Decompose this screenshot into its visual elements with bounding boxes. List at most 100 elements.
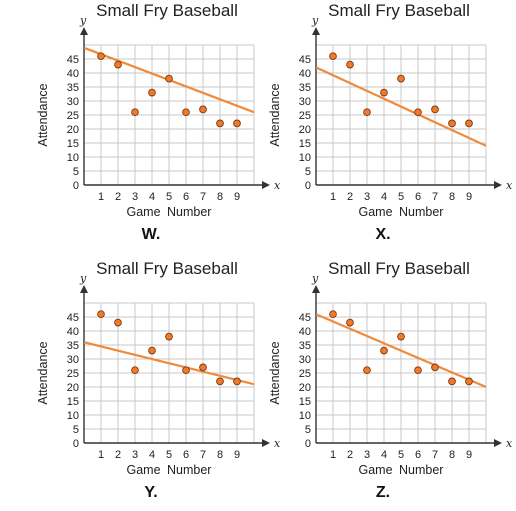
gridlines bbox=[84, 302, 255, 443]
option-label: Z. bbox=[376, 484, 390, 501]
x-axis-label: Game Number bbox=[127, 205, 212, 219]
data-point bbox=[216, 377, 224, 386]
y-axis-arrow-icon bbox=[312, 285, 320, 293]
x-tick-label: 4 bbox=[149, 191, 155, 203]
y-tick-label: 20 bbox=[299, 382, 311, 394]
data-point bbox=[448, 377, 456, 386]
data-point bbox=[216, 119, 224, 128]
data-point bbox=[97, 310, 105, 319]
data-point bbox=[380, 346, 388, 355]
y-tick-label: 10 bbox=[299, 152, 311, 164]
x-tick-label: 1 bbox=[330, 449, 336, 461]
data-point bbox=[182, 366, 190, 375]
gridlines bbox=[84, 44, 255, 185]
x-tick-label: 1 bbox=[330, 191, 336, 203]
fit-line bbox=[316, 313, 486, 389]
x-tick-label: 2 bbox=[347, 191, 353, 203]
data-point bbox=[431, 105, 439, 114]
y-tick-label: 10 bbox=[67, 152, 79, 164]
y-tick-label: 5 bbox=[73, 166, 79, 178]
x-tick-label: 9 bbox=[234, 449, 240, 461]
data-point bbox=[363, 108, 371, 117]
y-tick-label: 35 bbox=[299, 82, 311, 94]
x-tick-label: 5 bbox=[398, 449, 404, 461]
data-point bbox=[329, 52, 337, 61]
chart-title: Small Fry Baseball bbox=[328, 1, 470, 20]
y-tick-label: 35 bbox=[67, 340, 79, 352]
y-tick-label: 30 bbox=[299, 96, 311, 108]
gridlines bbox=[316, 302, 487, 443]
data-point bbox=[346, 60, 354, 69]
x-tick-label: 4 bbox=[149, 449, 155, 461]
y-tick-label: 40 bbox=[299, 68, 311, 80]
data-point bbox=[346, 318, 354, 327]
x-tick-label: 6 bbox=[415, 449, 421, 461]
y-variable-label: y bbox=[311, 14, 319, 27]
y-tick-label: 20 bbox=[67, 382, 79, 394]
y-variable-label: y bbox=[79, 14, 87, 27]
x-tick-label: 9 bbox=[466, 449, 472, 461]
fit-line bbox=[84, 341, 254, 386]
y-tick-label: 5 bbox=[305, 424, 311, 436]
data-point bbox=[97, 52, 105, 61]
data-point bbox=[165, 74, 173, 83]
x-tick-label: 3 bbox=[132, 449, 138, 461]
data-point bbox=[414, 108, 422, 117]
x-tick-label: 6 bbox=[183, 449, 189, 461]
y-tick-label: 40 bbox=[67, 68, 79, 80]
option-label: W. bbox=[142, 226, 161, 243]
data-point bbox=[397, 74, 405, 83]
y-tick-label: 45 bbox=[67, 54, 79, 66]
x-axis-arrow-icon bbox=[262, 181, 270, 189]
y-tick-label: 35 bbox=[67, 82, 79, 94]
x-tick-label: 8 bbox=[449, 191, 455, 203]
chart-panel-y: x y 0 5 10 15 20 25 30 35 40 45 1 2 3 4 5 6 7 8 9 Small Fry B… bbox=[0, 258, 281, 511]
x-tick-label: 4 bbox=[381, 191, 387, 203]
data-point bbox=[233, 377, 241, 386]
x-tick-label: 9 bbox=[234, 191, 240, 203]
data-point bbox=[380, 88, 388, 97]
y-tick-label: 0 bbox=[305, 180, 311, 192]
x-axis-arrow-icon bbox=[494, 439, 502, 447]
data-point bbox=[199, 105, 207, 114]
gridlines bbox=[316, 44, 487, 185]
y-axis-arrow-icon bbox=[312, 27, 320, 35]
x-tick-label: 3 bbox=[364, 191, 370, 203]
y-tick-label: 0 bbox=[73, 438, 79, 450]
y-tick-label: 5 bbox=[73, 424, 79, 436]
data-point bbox=[165, 332, 173, 341]
y-tick-label: 10 bbox=[299, 410, 311, 422]
y-tick-label: 15 bbox=[67, 396, 79, 408]
data-point bbox=[431, 363, 439, 372]
data-point bbox=[114, 318, 122, 327]
y-tick-label: 15 bbox=[299, 138, 311, 150]
data-point bbox=[363, 366, 371, 375]
data-point bbox=[199, 363, 207, 372]
chart-title: Small Fry Baseball bbox=[96, 259, 238, 278]
data-point bbox=[114, 60, 122, 69]
x-axis-label: Game Number bbox=[359, 205, 444, 219]
y-axis-label: Attendance bbox=[36, 83, 50, 146]
x-tick-label: 3 bbox=[132, 191, 138, 203]
y-tick-label: 30 bbox=[67, 96, 79, 108]
x-axis-arrow-icon bbox=[262, 439, 270, 447]
x-tick-label: 3 bbox=[364, 449, 370, 461]
y-tick-label: 40 bbox=[67, 326, 79, 338]
y-axis-label: Attendance bbox=[268, 341, 282, 404]
option-label: X. bbox=[375, 226, 390, 243]
y-tick-label: 15 bbox=[299, 396, 311, 408]
y-axis-arrow-icon bbox=[80, 285, 88, 293]
y-tick-label: 25 bbox=[67, 368, 79, 380]
y-tick-label: 30 bbox=[67, 354, 79, 366]
x-tick-label: 2 bbox=[347, 449, 353, 461]
y-tick-label: 25 bbox=[299, 110, 311, 122]
y-tick-label: 30 bbox=[299, 354, 311, 366]
y-tick-label: 20 bbox=[299, 124, 311, 136]
y-tick-label: 25 bbox=[299, 368, 311, 380]
x-tick-label: 2 bbox=[115, 449, 121, 461]
x-tick-label: 7 bbox=[200, 449, 206, 461]
